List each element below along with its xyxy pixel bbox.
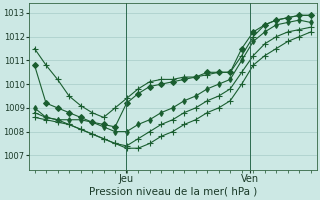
X-axis label: Pression niveau de la mer( hPa ): Pression niveau de la mer( hPa )	[89, 187, 257, 197]
